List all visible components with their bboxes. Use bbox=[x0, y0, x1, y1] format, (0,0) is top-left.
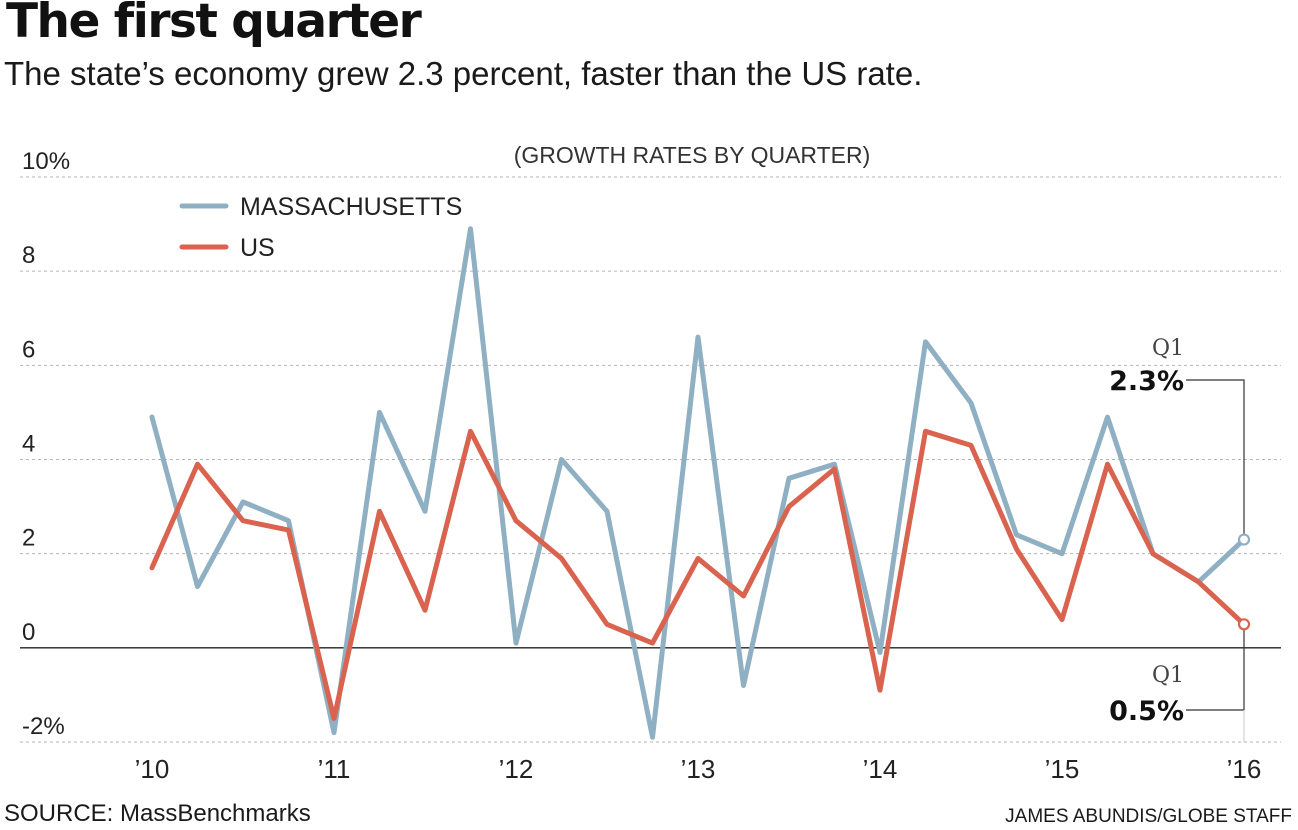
annotation-leader bbox=[1186, 379, 1245, 540]
annotation-value: 0.5% bbox=[1109, 696, 1184, 727]
legend-label: MASSACHUSETTS bbox=[240, 193, 462, 221]
x-tick-label: ’15 bbox=[1045, 754, 1080, 784]
y-tick-label: 8 bbox=[22, 242, 35, 269]
end-point-marker bbox=[1237, 533, 1251, 546]
y-tick-label: 2 bbox=[22, 525, 35, 552]
annotation-layer: Q1 2.3% Q1 0.5% bbox=[1109, 336, 1251, 742]
y-tick-label: 4 bbox=[22, 431, 35, 458]
annotation-quarter: Q1 bbox=[1152, 663, 1184, 688]
tick-label-layer: 10% 8 6 4 2 0 -2% ’10 ’11 ’12 ’13 ’14 ’15 ’16 (GROWTH … bbox=[22, 142, 1261, 784]
series-line-massachusetts bbox=[149, 226, 1247, 740]
annotation-value: 2.3% bbox=[1109, 366, 1184, 397]
chart-subtitle: The state’s economy grew 2.3 percent, fa… bbox=[4, 55, 923, 92]
x-tick-label: ’10 bbox=[135, 754, 170, 784]
x-tick-label: ’12 bbox=[499, 754, 534, 784]
chart-title: The first quarter bbox=[6, 0, 422, 49]
y-tick-label: -2% bbox=[22, 713, 65, 740]
legend: MASSACHUSETTS US bbox=[179, 193, 462, 262]
x-tick-label: ’11 bbox=[318, 754, 351, 784]
credit-line: JAMES ABUNDIS/GLOBE STAFF bbox=[1005, 806, 1292, 827]
series-line-us bbox=[149, 428, 1247, 721]
grid-layer bbox=[20, 176, 1281, 743]
annotation-leader bbox=[1186, 624, 1245, 711]
x-tick-label: ’14 bbox=[863, 754, 898, 784]
x-tick-label: ’16 bbox=[1227, 754, 1262, 784]
source-note: SOURCE: MassBenchmarks bbox=[4, 800, 311, 827]
y-tick-label: 10% bbox=[22, 148, 70, 175]
chart-axis-subtitle: (GROWTH RATES BY QUARTER) bbox=[514, 142, 871, 168]
annotation-quarter: Q1 bbox=[1152, 336, 1184, 361]
y-tick-label: 6 bbox=[22, 336, 35, 363]
legend-label: US bbox=[240, 234, 275, 262]
series-layer bbox=[149, 226, 1247, 740]
x-tick-label: ’13 bbox=[681, 754, 716, 784]
end-point-marker bbox=[1237, 618, 1251, 631]
y-tick-label: 0 bbox=[22, 619, 35, 646]
